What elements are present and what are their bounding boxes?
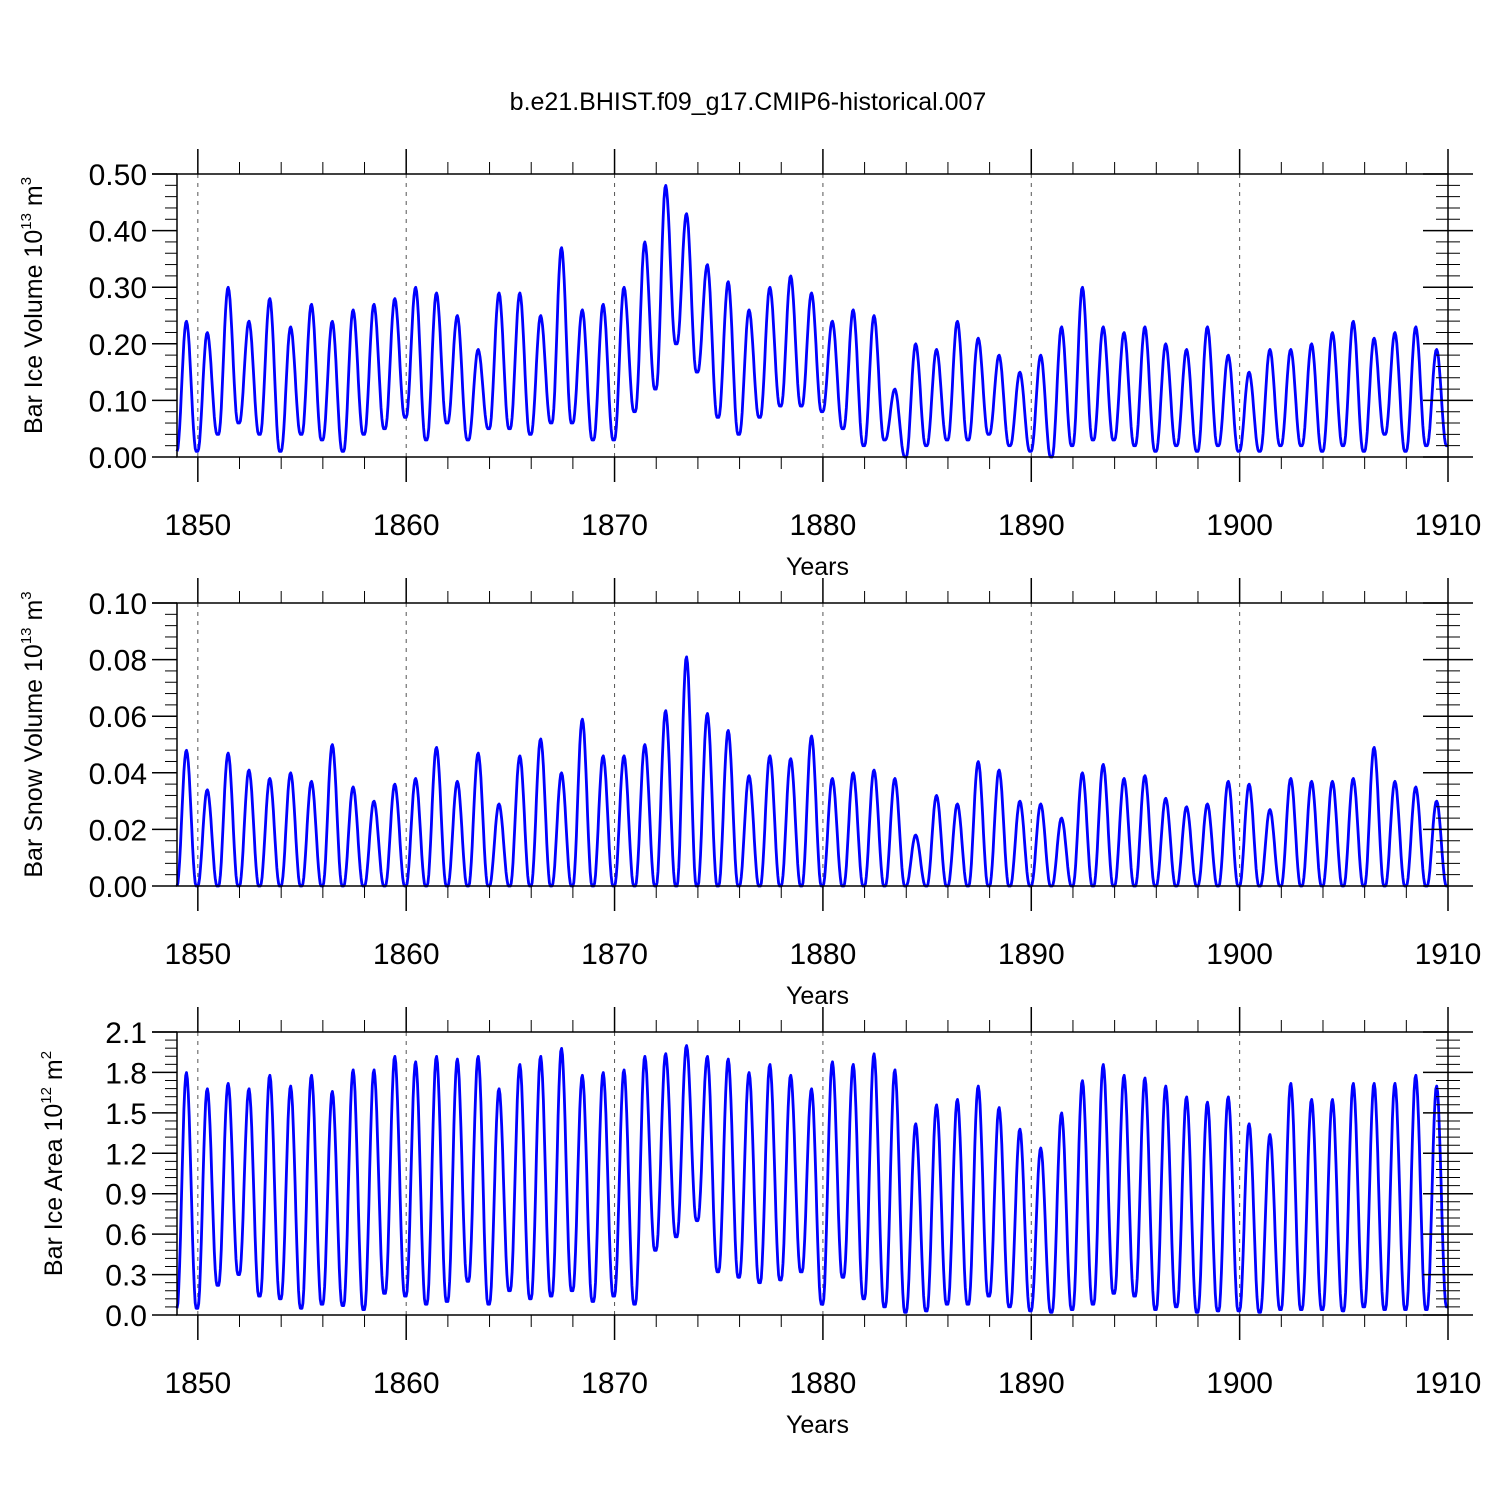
- ice-area-ytick-label: 0.3: [105, 1260, 147, 1293]
- snow-volume-ylabel-unit: m: [20, 600, 48, 628]
- ice-area-frame: [176, 1031, 1449, 1316]
- snow-volume-ytick-label: 0.10: [89, 588, 147, 621]
- ice-volume-ytick-label: 0.00: [89, 442, 147, 475]
- snow-volume-frame: [176, 602, 1449, 887]
- snow-volume-xtick-label: 1900: [1206, 938, 1273, 971]
- ice-volume-xtick-label: 1910: [1415, 509, 1482, 542]
- snow-volume-xlabel: Years: [786, 982, 849, 1010]
- ice-volume-ylabel-exponent: 13: [18, 213, 35, 230]
- ice-volume-ytick-label: 0.40: [89, 216, 147, 249]
- ice-volume-xtick-label: 1880: [790, 509, 857, 542]
- ice-area-ytick-label: 1.2: [105, 1138, 147, 1171]
- ice-area-ytick-label: 2.1: [105, 1017, 147, 1050]
- snow-volume-xtick-label: 1890: [998, 938, 1065, 971]
- ice-volume-ylabel: Bar Ice Volume 1013 m3: [18, 177, 48, 434]
- snow-volume-ytick-label: 0.04: [89, 758, 147, 791]
- ice-area-ytick-label: 0.0: [105, 1300, 147, 1333]
- ice-area-ytick-label: 0.9: [105, 1179, 147, 1212]
- ice-area-ytick-label: 0.6: [105, 1219, 147, 1252]
- ice-volume-xtick-label: 1850: [164, 509, 231, 542]
- snow-volume-xtick-label: 1850: [164, 938, 231, 971]
- ice-area-xtick-label: 1870: [581, 1367, 648, 1400]
- ice-area-xtick-label: 1910: [1415, 1367, 1482, 1400]
- ice-volume-xtick-label: 1860: [373, 509, 440, 542]
- snow-volume-panel: 0.00 0.02 0.04 0.06 0.08 0.10 1850 1860 1870 1880…: [18, 578, 1481, 1010]
- ice-volume-xtick-label: 1900: [1206, 509, 1273, 542]
- ice-volume-series-line: [175, 183, 1449, 459]
- snow-volume-series-line: [175, 655, 1449, 888]
- snow-volume-ylabel-text: Bar Snow Volume 10: [20, 644, 48, 877]
- snow-volume-ylabel-exponent: 13: [18, 627, 35, 644]
- ice-area-ytick-label: 1.8: [105, 1057, 147, 1090]
- chart-title: b.e21.BHIST.f09_g17.CMIP6-historical.007: [510, 88, 987, 116]
- snow-volume-xtick-label: 1860: [373, 938, 440, 971]
- ice-volume-ylabel-unit-exponent: 3: [18, 177, 35, 185]
- snow-volume-ytick-label: 0.00: [89, 871, 147, 904]
- ice-volume-ylabel-unit: m: [20, 185, 48, 213]
- ice-area-xlabel: Years: [786, 1411, 849, 1439]
- ice-area-ylabel-unit: m: [40, 1059, 68, 1087]
- ice-volume-ytick-label: 0.50: [89, 159, 147, 192]
- ice-area-xtick-label: 1900: [1206, 1367, 1273, 1400]
- snow-volume-ylabel-unit-exponent: 3: [18, 591, 35, 599]
- panels: 0.00 0.10 0.20 0.30 0.40 0.50 1850 1860 1870 1880…: [18, 149, 1481, 1439]
- ice-area-ylabel-unit-exponent: 2: [38, 1051, 55, 1059]
- ice-area-panel: 0.0 0.3 0.6 0.9 1.2 1.5 1.8 2.1 1850 1860 1870 1880…: [38, 1007, 1481, 1439]
- ice-area-xtick-label: 1890: [998, 1367, 1065, 1400]
- snow-volume-xtick-label: 1880: [790, 938, 857, 971]
- ice-area-xtick-label: 1850: [164, 1367, 231, 1400]
- ice-volume-ytick-label: 0.20: [89, 329, 147, 362]
- ice-area-ytick-label: 1.5: [105, 1098, 147, 1131]
- ice-volume-ytick-label: 0.30: [89, 272, 147, 305]
- ice-area-ylabel-text: Bar Ice Area 10: [40, 1104, 68, 1276]
- ice-area-xtick-label: 1860: [373, 1367, 440, 1400]
- ice-area-xtick-label: 1880: [790, 1367, 857, 1400]
- ice-volume-xtick-label: 1890: [998, 509, 1065, 542]
- ice-area-series-line: [175, 1044, 1449, 1314]
- ice-volume-ylabel-text: Bar Ice Volume 10: [20, 230, 48, 434]
- ice-volume-xlabel: Years: [786, 553, 849, 581]
- snow-volume-ytick-label: 0.06: [89, 701, 147, 734]
- ice-volume-ytick-label: 0.10: [89, 385, 147, 418]
- ice-volume-panel: 0.00 0.10 0.20 0.30 0.40 0.50 1850 1860 1870 1880…: [18, 149, 1481, 581]
- snow-volume-xtick-label: 1870: [581, 938, 648, 971]
- snow-volume-ytick-label: 0.02: [89, 814, 147, 847]
- ice-area-ylabel-exponent: 12: [38, 1087, 55, 1104]
- ice-area-ylabel: Bar Ice Area 1012 m2: [38, 1051, 68, 1276]
- ice-volume-xtick-label: 1870: [581, 509, 648, 542]
- ice-volume-frame: [176, 173, 1449, 458]
- snow-volume-xtick-label: 1910: [1415, 938, 1482, 971]
- snow-volume-ylabel: Bar Snow Volume 1013 m3: [18, 591, 48, 877]
- snow-volume-ytick-label: 0.08: [89, 645, 147, 678]
